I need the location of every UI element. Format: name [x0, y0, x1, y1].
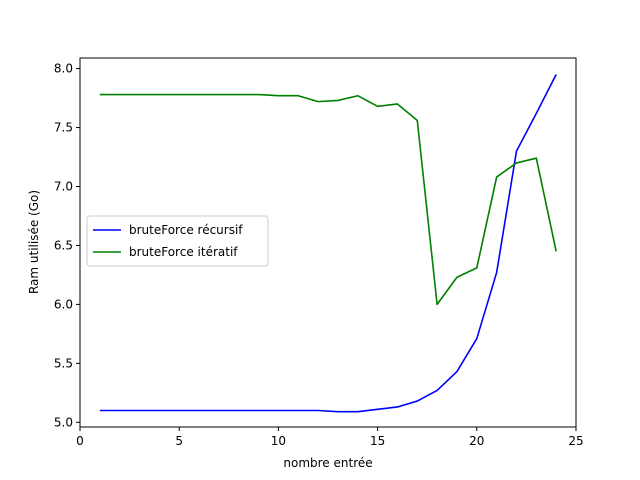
y-tick-label: 5.5: [54, 356, 73, 370]
y-tick-label: 6.5: [54, 238, 73, 252]
x-tick-label: 20: [469, 434, 484, 448]
series-layer: [99, 74, 557, 413]
x-axis-label: nombre entrée: [283, 456, 372, 470]
y-tick-label: 5.0: [54, 415, 73, 429]
y-axis-label: Ram utilisée (Go): [27, 190, 41, 294]
x-tick-label: 5: [175, 434, 183, 448]
legend: bruteForce récursif bruteForce itératif: [86, 215, 269, 267]
legend-box: [86, 215, 269, 267]
x-tick-label: 25: [568, 434, 583, 448]
y-tick-label: 7.5: [54, 121, 73, 135]
legend-label: bruteForce récursif: [129, 223, 243, 237]
ticks-layer: 0 5 10 15 20 25 5.0 5.5 6.0 6.5 7.0 7.5 8.0: [54, 62, 584, 448]
plot-frame: [79, 57, 577, 428]
series-line-2: [99, 93, 557, 306]
x-tick-label: 0: [76, 434, 84, 448]
y-tick-label: 6.0: [54, 297, 73, 311]
series-line-1: [99, 74, 557, 413]
x-tick-label: 15: [370, 434, 385, 448]
x-tick-label: 10: [271, 434, 286, 448]
legend-label: bruteForce itératif: [129, 245, 238, 259]
y-tick-label: 8.0: [54, 62, 73, 76]
y-tick-label: 7.0: [54, 180, 73, 194]
